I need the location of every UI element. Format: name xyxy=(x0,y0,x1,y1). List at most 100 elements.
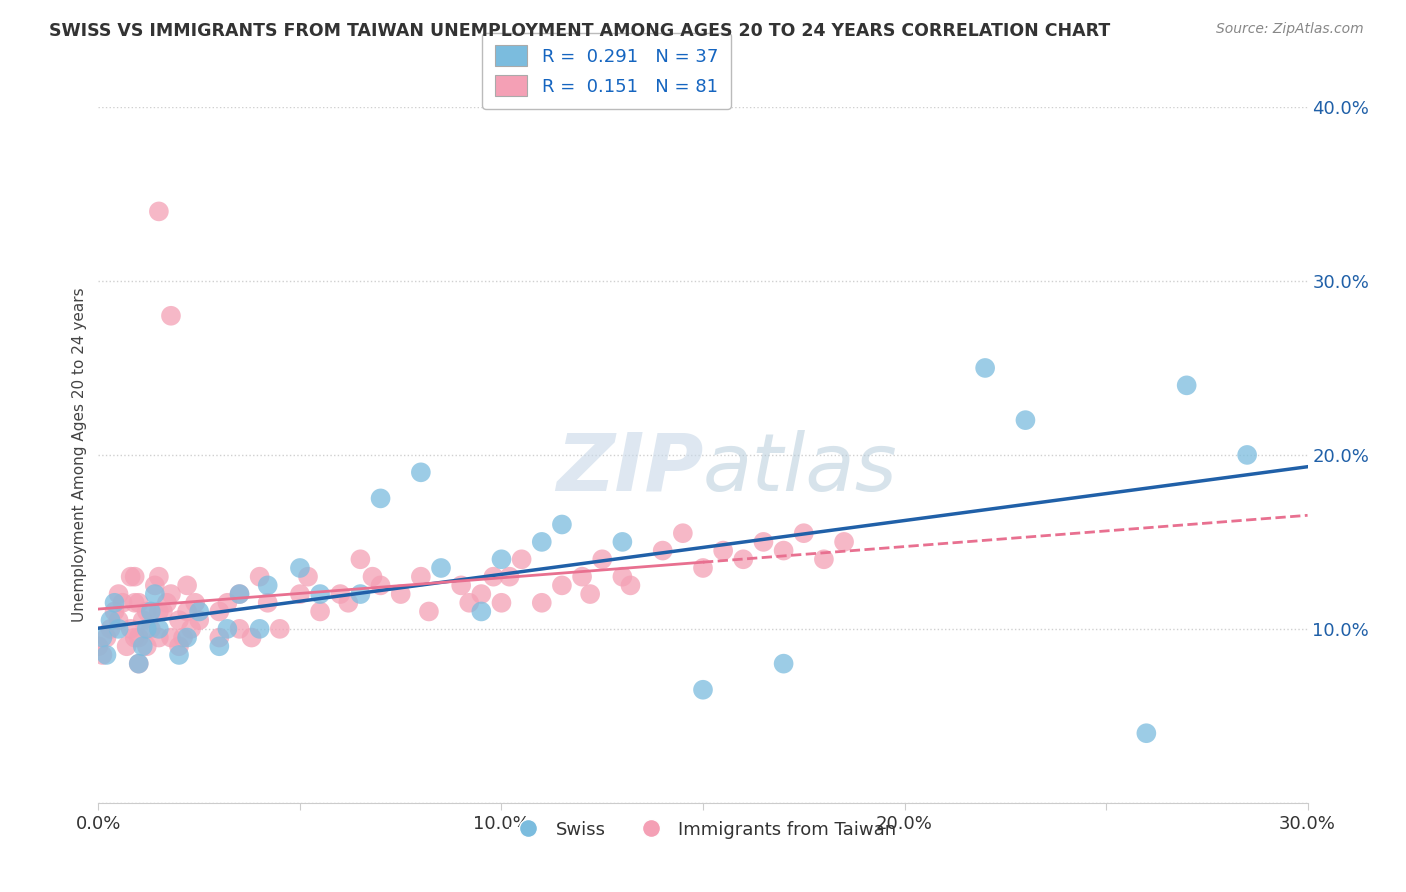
Point xyxy=(1236,448,1258,462)
Point xyxy=(228,587,250,601)
Point xyxy=(176,631,198,645)
Point xyxy=(692,682,714,697)
Point xyxy=(156,596,179,610)
Point xyxy=(288,587,311,601)
Point xyxy=(458,596,481,610)
Point xyxy=(172,631,194,645)
Point xyxy=(240,631,263,645)
Point xyxy=(752,534,775,549)
Point xyxy=(148,622,170,636)
Point xyxy=(132,639,155,653)
Point xyxy=(361,570,384,584)
Point xyxy=(491,596,513,610)
Point xyxy=(180,622,202,636)
Point xyxy=(470,587,492,601)
Point xyxy=(148,204,170,219)
Point xyxy=(91,631,114,645)
Point xyxy=(409,466,432,480)
Point xyxy=(974,360,997,375)
Point xyxy=(135,639,157,653)
Point xyxy=(107,613,129,627)
Point xyxy=(409,570,432,584)
Point xyxy=(498,570,520,584)
Point xyxy=(288,561,311,575)
Point xyxy=(591,552,613,566)
Point xyxy=(160,631,183,645)
Point xyxy=(167,613,190,627)
Point xyxy=(430,561,453,575)
Point xyxy=(148,631,170,645)
Point xyxy=(96,648,118,662)
Point xyxy=(571,570,593,584)
Point xyxy=(124,631,146,645)
Point xyxy=(370,578,392,592)
Point xyxy=(111,596,134,610)
Point xyxy=(793,526,815,541)
Point xyxy=(309,605,332,619)
Point xyxy=(692,561,714,575)
Point xyxy=(167,639,190,653)
Point xyxy=(135,605,157,619)
Point xyxy=(132,613,155,627)
Point xyxy=(1014,413,1036,427)
Point xyxy=(124,570,146,584)
Point xyxy=(651,543,673,558)
Point xyxy=(530,534,553,549)
Point xyxy=(1135,726,1157,740)
Point xyxy=(176,605,198,619)
Point xyxy=(148,570,170,584)
Point xyxy=(143,578,166,592)
Point xyxy=(349,552,371,566)
Point xyxy=(551,517,574,532)
Point xyxy=(813,552,835,566)
Point xyxy=(619,578,641,592)
Point xyxy=(612,534,634,549)
Point xyxy=(772,657,794,671)
Point xyxy=(510,552,533,566)
Point xyxy=(152,605,174,619)
Point xyxy=(120,570,142,584)
Point xyxy=(107,587,129,601)
Point xyxy=(579,587,602,601)
Point xyxy=(256,578,278,592)
Point xyxy=(148,605,170,619)
Point xyxy=(128,596,150,610)
Point xyxy=(228,587,250,601)
Point xyxy=(297,570,319,584)
Point xyxy=(551,578,574,592)
Point xyxy=(128,631,150,645)
Point xyxy=(107,622,129,636)
Point xyxy=(103,605,125,619)
Point xyxy=(139,622,162,636)
Point xyxy=(208,639,231,653)
Point xyxy=(389,587,412,601)
Point xyxy=(143,587,166,601)
Point xyxy=(176,578,198,592)
Y-axis label: Unemployment Among Ages 20 to 24 years: Unemployment Among Ages 20 to 24 years xyxy=(72,287,87,623)
Text: SWISS VS IMMIGRANTS FROM TAIWAN UNEMPLOYMENT AMONG AGES 20 TO 24 YEARS CORRELATI: SWISS VS IMMIGRANTS FROM TAIWAN UNEMPLOY… xyxy=(49,22,1111,40)
Point xyxy=(337,596,360,610)
Point xyxy=(184,596,207,610)
Point xyxy=(772,543,794,558)
Point xyxy=(115,639,138,653)
Point xyxy=(249,570,271,584)
Point xyxy=(100,622,122,636)
Point xyxy=(208,631,231,645)
Point xyxy=(124,596,146,610)
Point xyxy=(160,309,183,323)
Point xyxy=(256,596,278,610)
Text: ZIP: ZIP xyxy=(555,430,703,508)
Point xyxy=(450,578,472,592)
Point xyxy=(91,648,114,662)
Point xyxy=(612,570,634,584)
Point xyxy=(672,526,695,541)
Point xyxy=(530,596,553,610)
Point xyxy=(103,596,125,610)
Point xyxy=(249,622,271,636)
Legend: Swiss, Immigrants from Taiwan: Swiss, Immigrants from Taiwan xyxy=(503,814,903,846)
Point xyxy=(470,605,492,619)
Point xyxy=(128,657,150,671)
Point xyxy=(269,622,291,636)
Point xyxy=(482,570,505,584)
Point xyxy=(135,622,157,636)
